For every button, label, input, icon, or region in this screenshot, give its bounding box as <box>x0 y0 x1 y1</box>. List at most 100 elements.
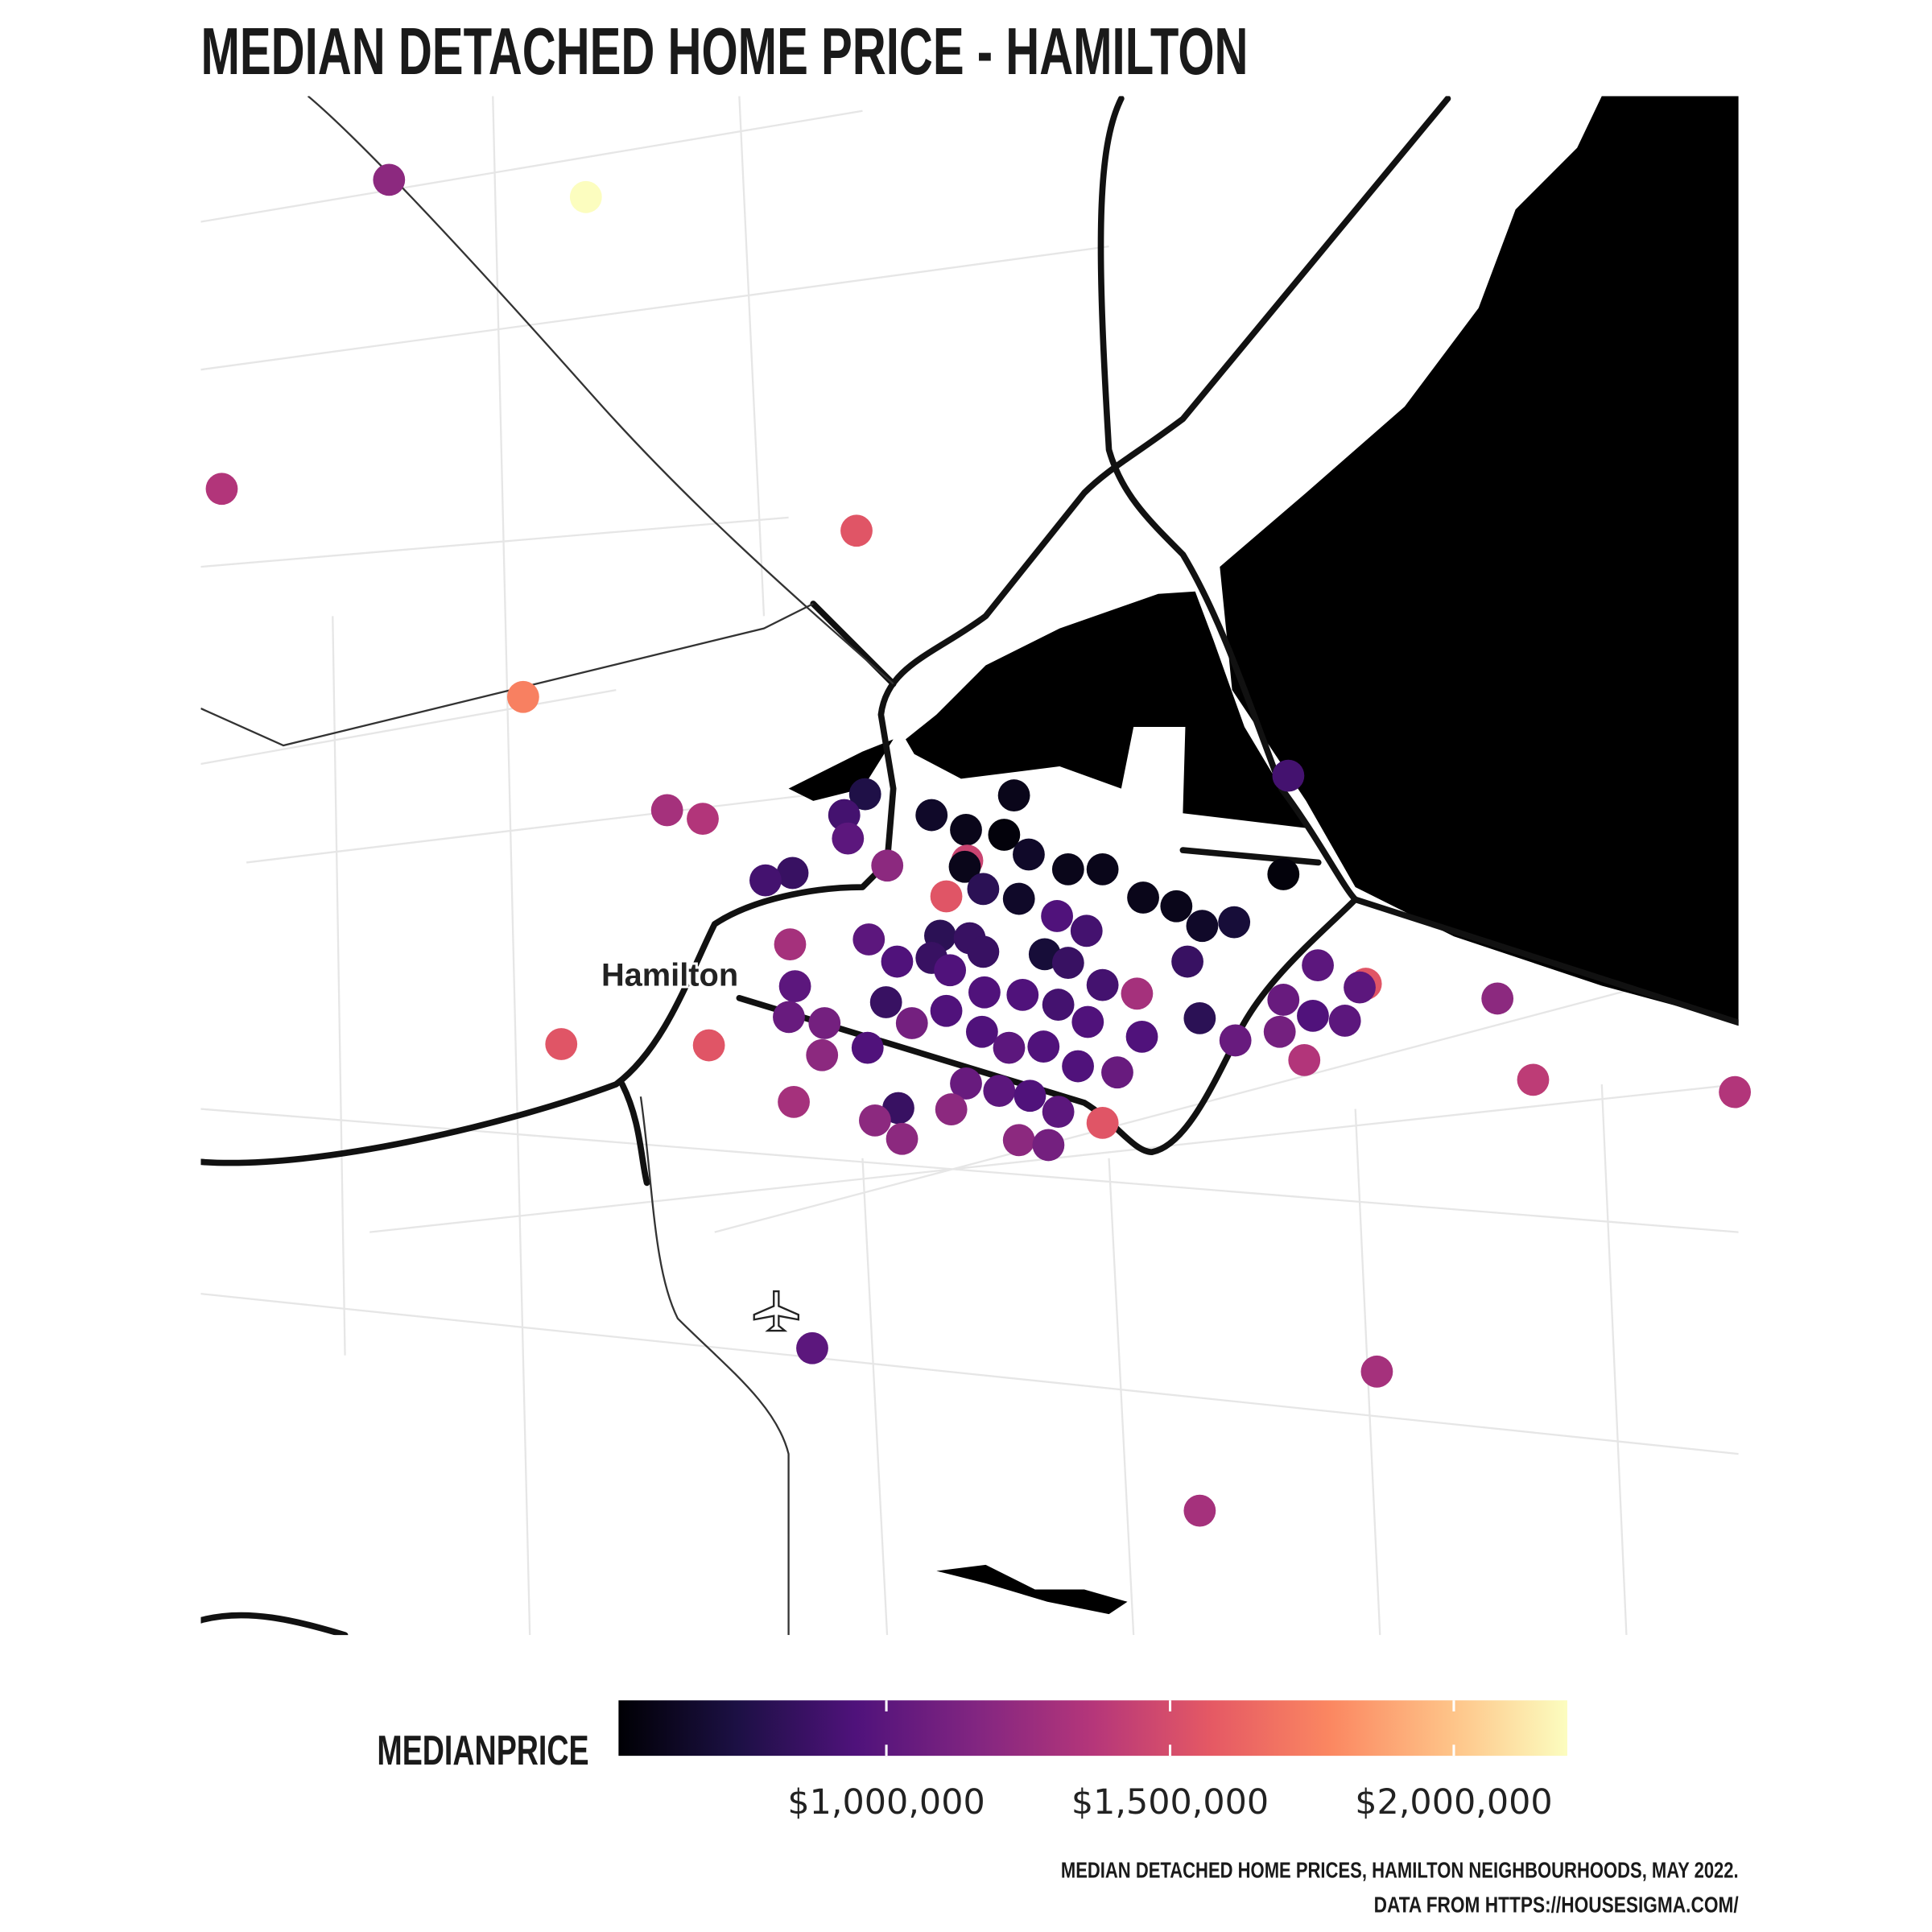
neighbourhood-point <box>1263 1015 1296 1048</box>
neighbourhood-point <box>778 970 811 1003</box>
neighbourhood-point <box>808 1007 841 1039</box>
neighbourhood-point <box>848 778 881 811</box>
neighbourhood-point <box>796 1331 828 1364</box>
neighbourhood-point <box>1218 906 1251 939</box>
legend-title: MEDIANPRICE <box>377 1728 588 1774</box>
neighbourhood-point <box>950 814 982 846</box>
neighbourhood-point <box>1481 982 1514 1015</box>
neighbourhood-point <box>1032 1129 1065 1162</box>
neighbourhood-point <box>967 935 1000 968</box>
neighbourhood-point <box>1344 971 1376 1004</box>
neighbourhood-point <box>1171 945 1203 978</box>
neighbourhood-point <box>1042 1096 1075 1129</box>
neighbourhood-point <box>852 923 886 956</box>
neighbourhood-point <box>373 163 406 196</box>
neighbourhood-point <box>1070 914 1103 947</box>
neighbourhood-point <box>773 1001 805 1034</box>
neighbourhood-point <box>205 473 238 506</box>
neighbourhood-point <box>776 857 809 890</box>
colorbar-tick-label: $1,000,000 <box>787 1782 985 1823</box>
caption: DATA FROM HTTPS://HOUSESIGMA.COM/ <box>1374 1893 1739 1918</box>
neighbourhood-point <box>806 1038 839 1071</box>
neighbourhood-point <box>983 1075 1016 1108</box>
neighbourhood-point <box>840 514 873 547</box>
neighbourhood-point <box>1183 1494 1216 1527</box>
neighbourhood-point <box>1086 968 1119 1001</box>
neighbourhood-point <box>1719 1075 1752 1108</box>
neighbourhood-point <box>1013 838 1045 871</box>
caption: MEDIAN DETACHED HOME PRICES, HAMILTON NE… <box>1061 1858 1739 1883</box>
neighbourhood-point <box>1002 1124 1035 1157</box>
neighbourhood-point <box>1041 900 1073 932</box>
neighbourhood-point <box>950 1067 982 1100</box>
neighbourhood-point <box>1006 978 1039 1011</box>
neighbourhood-point <box>545 1028 578 1060</box>
neighbourhood-point <box>859 1104 891 1137</box>
neighbourhood-point <box>774 928 807 961</box>
neighbourhood-point <box>1267 858 1300 890</box>
chart-title: MEDIAN DETACHED HOME PRICE - HAMILTON <box>200 14 1248 89</box>
neighbourhood-point <box>935 1093 968 1125</box>
neighbourhood-point <box>1302 949 1334 982</box>
neighbourhood-point <box>886 1122 919 1155</box>
neighbourhood-point <box>871 849 904 882</box>
neighbourhood-point <box>881 945 914 978</box>
neighbourhood-point <box>948 850 981 883</box>
neighbourhood-point <box>997 779 1030 811</box>
neighbourhood-point <box>650 794 683 827</box>
points <box>205 163 1752 1527</box>
colorbar-tick-label: $1,500,000 <box>1071 1782 1269 1823</box>
neighbourhood-point <box>1121 977 1154 1010</box>
neighbourhood-point <box>1517 1063 1550 1096</box>
neighbourhood-point <box>692 1029 725 1062</box>
neighbourhood-point <box>1267 984 1300 1016</box>
neighbourhood-point <box>1002 882 1035 915</box>
neighbourhood-point <box>1297 999 1329 1032</box>
basemap <box>200 96 1739 1636</box>
neighbourhood-point <box>915 799 948 832</box>
neighbourhood-point <box>1042 989 1075 1021</box>
neighbourhood-point <box>934 954 967 987</box>
colorbar-tick-label: $2,000,000 <box>1355 1782 1552 1823</box>
neighbourhood-point <box>1272 759 1305 792</box>
neighbourhood-point <box>749 864 782 897</box>
place-label: Hamilton <box>601 957 738 993</box>
neighbourhood-point <box>569 180 602 213</box>
neighbourhood-point <box>687 803 719 836</box>
airport-icon <box>753 1290 799 1332</box>
neighbourhood-point <box>506 680 539 713</box>
colorbar-ticks: $1,000,000 $1,500,000 $2,000,000 <box>787 1700 1553 1823</box>
neighbourhood-point <box>1086 1106 1119 1139</box>
neighbourhood-point <box>1071 1005 1104 1038</box>
neighbourhood-point <box>1125 1020 1158 1053</box>
neighbourhood-point <box>851 1031 884 1064</box>
neighbourhood-point <box>1186 910 1219 943</box>
neighbourhood-point <box>1051 852 1084 886</box>
neighbourhood-point <box>1051 947 1084 979</box>
neighbourhood-point <box>1160 890 1193 923</box>
neighbourhood-point <box>930 880 963 913</box>
neighbourhood-point <box>1288 1044 1321 1076</box>
neighbourhood-point <box>1183 1002 1216 1034</box>
neighbourhood-point <box>993 1031 1026 1064</box>
neighbourhood-point <box>1013 1080 1046 1113</box>
neighbourhood-point <box>869 986 902 1018</box>
neighbourhood-point <box>1127 881 1159 914</box>
neighbourhood-point <box>1101 1056 1133 1089</box>
neighbourhood-point <box>930 994 963 1027</box>
neighbourhood-point <box>1027 1030 1060 1063</box>
neighbourhood-point <box>965 1015 998 1048</box>
neighbourhood-point <box>968 976 1001 1009</box>
neighbourhood-point <box>967 873 1000 906</box>
neighbourhood-point <box>1219 1024 1252 1057</box>
neighbourhood-point <box>1360 1355 1393 1388</box>
neighbourhood-point <box>895 1007 928 1039</box>
neighbourhood-point <box>1062 1050 1094 1083</box>
colorbar <box>618 1700 1567 1757</box>
neighbourhood-point <box>832 822 865 855</box>
neighbourhood-point <box>1086 852 1119 886</box>
neighbourhood-point <box>988 819 1021 851</box>
neighbourhood-point <box>1328 1005 1361 1037</box>
